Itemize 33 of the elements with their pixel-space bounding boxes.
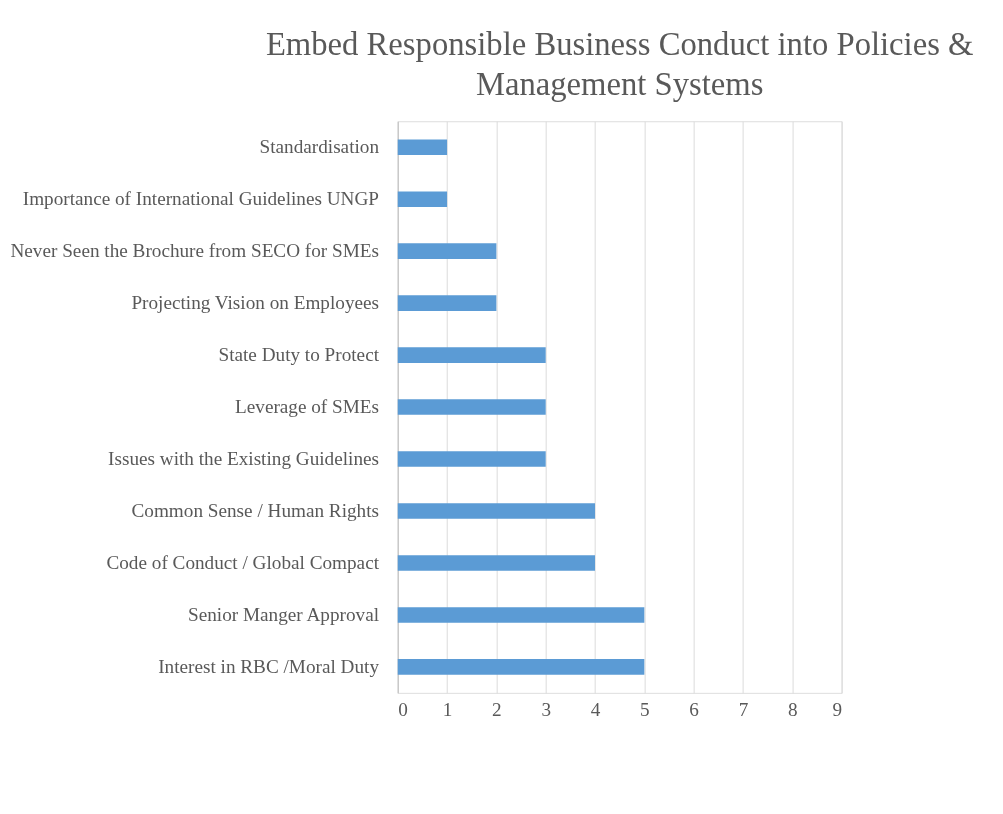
x-tick-label: 8: [787, 699, 798, 721]
bar: [397, 139, 448, 156]
bar: [397, 503, 596, 519]
x-tick-label: 5: [640, 699, 650, 721]
y-tick-label: Never Seen the Brochure from SECO for SMEs: [10, 239, 380, 261]
y-tick-label: Common Sense / Human Rights: [131, 499, 380, 521]
bar: [397, 659, 645, 675]
y-tick-label: Senior Manger Approval: [188, 603, 380, 625]
bar: [397, 191, 448, 207]
y-tick-label: State Duty to Protect: [218, 343, 380, 365]
x-tick-label: 4: [590, 699, 601, 721]
x-tick-label: 6: [689, 699, 700, 721]
y-tick-label: Code of Conduct / Global Compact: [106, 551, 380, 573]
bar: [397, 451, 546, 467]
x-tick-label: 7: [738, 699, 749, 721]
y-tick-label: Issues with the Existing Guidelines: [108, 447, 380, 469]
bar: [397, 607, 645, 623]
y-tick-label: Interest in RBC /Moral Duty: [158, 655, 380, 677]
chart-title: Embed Responsible Business Conduct into Policies & Management Systems: [265, 25, 974, 103]
y-tick-label: Projecting Vision on Employees: [131, 291, 380, 313]
bar: [397, 347, 546, 363]
y-tick-label: Standardisation: [259, 136, 380, 157]
x-tick-label: 3: [541, 699, 551, 721]
bar: [397, 399, 546, 415]
x-tick-label: 1: [442, 699, 453, 721]
y-tick-label: Leverage of SMEs: [235, 395, 380, 417]
bar: [397, 555, 596, 571]
x-tick-label: 9: [832, 699, 843, 721]
x-tick-label: 2: [492, 699, 502, 721]
bar: [397, 295, 497, 311]
y-tick-label: Importance of International Guidelines UNGP: [22, 187, 380, 209]
x-tick-label: 0: [398, 699, 408, 721]
bar: [397, 243, 497, 259]
